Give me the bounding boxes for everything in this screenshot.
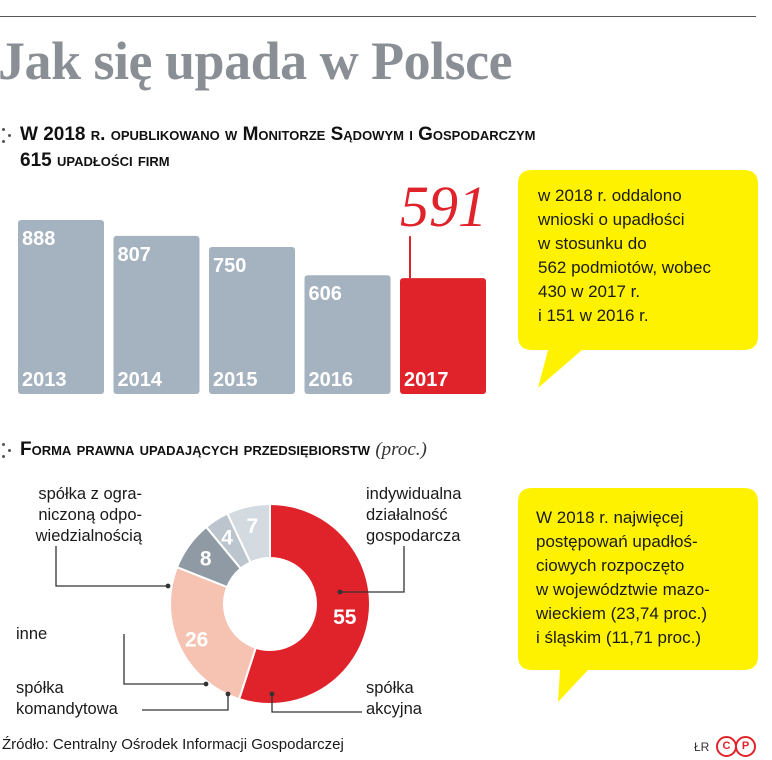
top-rule — [0, 16, 756, 17]
callout-regions: W 2018 r. najwięcej postępowań upadłoś- … — [518, 488, 758, 708]
callout-bubble-shape — [518, 488, 758, 702]
bar-2014 — [113, 235, 200, 394]
page-title: Jak się upada w Polsce — [0, 31, 513, 91]
bar-section-heading: W 2018 r. opublikowano w Monitorze Sądow… — [20, 122, 535, 174]
bar-value-label-2013: 888 — [22, 228, 55, 250]
leader-dot-indywidualna — [337, 589, 343, 595]
bar-value-label-2014: 807 — [118, 244, 151, 266]
bar-2017 — [400, 278, 486, 394]
label-komandytowa: spółka komandytowa — [16, 679, 118, 718]
donut-value-label-komandytowa: 4 — [221, 526, 233, 549]
callout-rejected-applications: w 2018 r. oddalono wnioski o upadłości w… — [518, 170, 758, 390]
leader-line-spzoo — [55, 546, 168, 587]
callout-regions-text: W 2018 r. najwięcej postępowań upadłoś- … — [536, 508, 710, 647]
bar-2013 — [18, 219, 104, 394]
callout-bubble-shape — [518, 170, 758, 388]
bar-value-label-2016: 606 — [309, 283, 342, 305]
donut-slice-indywidualna — [169, 565, 258, 701]
leader-line-indywidualna — [340, 546, 405, 593]
bar-year-label-2013: 2013 — [22, 369, 67, 391]
donut-slice-spzoo — [237, 502, 371, 705]
bar-value-label-2015: 750 — [213, 255, 246, 277]
bar-year-label-2017: 2017 — [404, 369, 449, 391]
label-akcyjna: spółka akcyjna — [366, 679, 422, 718]
leader-dot-inne — [203, 681, 209, 687]
leader-dot-spzoo — [165, 583, 171, 589]
donut-section-heading-text: Forma prawna upadających przedsiębiorstw — [20, 439, 371, 460]
leader-line-akcyjna — [271, 694, 362, 713]
label-spzoo: spółka z ogra- niczoną odpo- wiedzialnoś… — [35, 485, 142, 545]
bar-2016 — [304, 275, 391, 394]
donut-section-heading-note: (proc.) — [375, 439, 427, 460]
donut-value-label-inne: 7 — [246, 515, 258, 538]
donut-section-heading: Forma prawna upadających przedsiębiorstw… — [20, 437, 427, 463]
bar-2015 — [209, 247, 295, 394]
donut-value-label-indywidualna: 26 — [185, 629, 208, 652]
bar-chart: 2013 888 2014 807 2015 750 2016 606 2017 591 — [18, 174, 487, 394]
section-bullet-icon — [0, 126, 14, 144]
leader-line-komandytowa — [142, 694, 229, 711]
leader-line-inne — [123, 634, 206, 685]
leader-dot-komandytowa — [225, 691, 231, 697]
bar-section-heading-line1: W 2018 r. opublikowano w Monitorze Sądow… — [20, 124, 536, 145]
label-inne: inne — [16, 625, 48, 643]
leader-dot-akcyjna — [269, 691, 275, 697]
donut-value-label-akcyjna: 8 — [200, 547, 212, 570]
section-bullet-icon — [0, 441, 14, 459]
bar-year-label-2015: 2015 — [213, 369, 258, 391]
source-note: Źródło: Centralny Ośrodek Informacji Gos… — [2, 736, 344, 753]
bar-section-heading-line2: 615 upadłości firm — [20, 150, 170, 171]
donut-slice-inne — [226, 502, 271, 564]
label-indywidualna: indywidualna działalność gospodarcza — [366, 485, 462, 545]
author-credit: ŁR — [694, 740, 710, 754]
bar-value-label-2017: 591 — [400, 174, 487, 239]
donut-value-label-spzoo: 55 — [333, 606, 357, 629]
bar-year-label-2016: 2016 — [309, 369, 354, 391]
bar-year-label-2014: 2014 — [118, 369, 163, 391]
callout-rejected-text: w 2018 r. oddalono wnioski o upadłości w… — [538, 186, 711, 325]
